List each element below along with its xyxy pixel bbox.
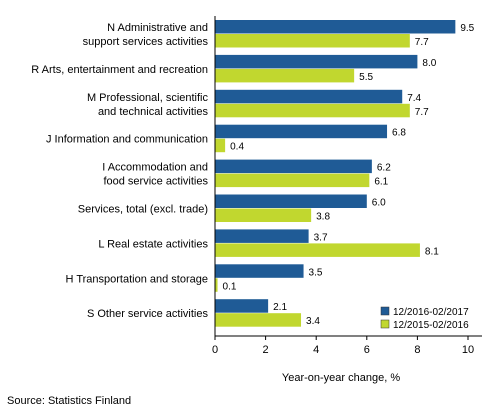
x-tick-label: 4 <box>313 344 319 356</box>
bar <box>215 20 456 34</box>
category-label: Services, total (excl. trade) <box>78 204 208 216</box>
bar <box>215 138 226 153</box>
value-label: 0.4 <box>230 142 244 153</box>
bar <box>215 34 410 48</box>
category-label: J Information and communication <box>46 134 208 146</box>
value-label: 3.7 <box>314 232 328 243</box>
bar <box>215 159 372 174</box>
value-label: 5.5 <box>359 72 373 83</box>
x-tick-label: 6 <box>364 344 370 356</box>
value-label: 9.5 <box>460 23 474 34</box>
bar <box>215 278 218 292</box>
value-label: 3.8 <box>316 212 330 223</box>
legend-swatch <box>380 319 390 329</box>
value-label: 8.0 <box>422 58 436 69</box>
value-label: 8.1 <box>425 246 439 257</box>
value-label: 2.1 <box>273 302 287 313</box>
legend: 12/2016-02/2017 12/2015-02/2016 <box>380 306 469 331</box>
bars <box>215 20 456 327</box>
category-label: H Transportation and storage <box>66 273 208 285</box>
value-label: 0.1 <box>223 281 237 292</box>
bar <box>215 89 403 104</box>
category-label: L Real estate activities <box>98 238 208 250</box>
bar <box>215 173 370 188</box>
x-tick-label: 2 <box>263 344 269 356</box>
value-label: 6.0 <box>372 198 386 209</box>
legend-label: 12/2016-02/2017 <box>393 307 469 318</box>
bar <box>215 229 309 243</box>
value-label: 7.7 <box>415 37 429 48</box>
bar <box>215 194 367 208</box>
bar <box>215 243 420 257</box>
x-axis: 0 2 4 6 8 10 <box>212 16 482 356</box>
bar <box>215 54 418 69</box>
bar <box>215 68 355 83</box>
category-label: N Administrative and support services act… <box>83 22 209 48</box>
value-label: 6.1 <box>374 177 388 188</box>
bar <box>215 264 304 278</box>
x-tick-label: 10 <box>462 344 474 356</box>
bar <box>215 313 302 327</box>
category-label: S Other service activities <box>87 308 209 320</box>
x-tick-label: 0 <box>212 344 218 356</box>
bar <box>215 299 269 313</box>
source-note: Source: Statistics Finland <box>7 395 131 407</box>
value-label: 6.2 <box>377 163 391 174</box>
category-labels: N Administrative and support services act… <box>31 22 208 320</box>
bar <box>215 208 312 222</box>
category-label: M Professional, scientific and technical … <box>87 92 209 118</box>
bar <box>215 103 410 118</box>
value-label: 3.4 <box>306 316 320 327</box>
value-labels: 9.5 7.7 8.0 5.5 7.4 7.7 6.8 0.4 6.2 6.1 6.0 3.8 3.7 8… <box>223 23 475 327</box>
x-tick-label: 8 <box>414 344 420 356</box>
x-axis-title: Year-on-year change, % <box>282 372 400 384</box>
category-label: R Arts, entertainment and recreation <box>31 64 208 76</box>
legend-swatch <box>380 306 390 316</box>
category-label: I Accommodation and food service activiti… <box>102 162 208 188</box>
value-label: 7.4 <box>407 93 421 104</box>
bar <box>215 124 388 139</box>
legend-label: 12/2015-02/2016 <box>393 320 469 331</box>
value-label: 6.8 <box>392 128 406 139</box>
value-label: 7.7 <box>415 107 429 118</box>
value-label: 3.5 <box>309 267 323 278</box>
